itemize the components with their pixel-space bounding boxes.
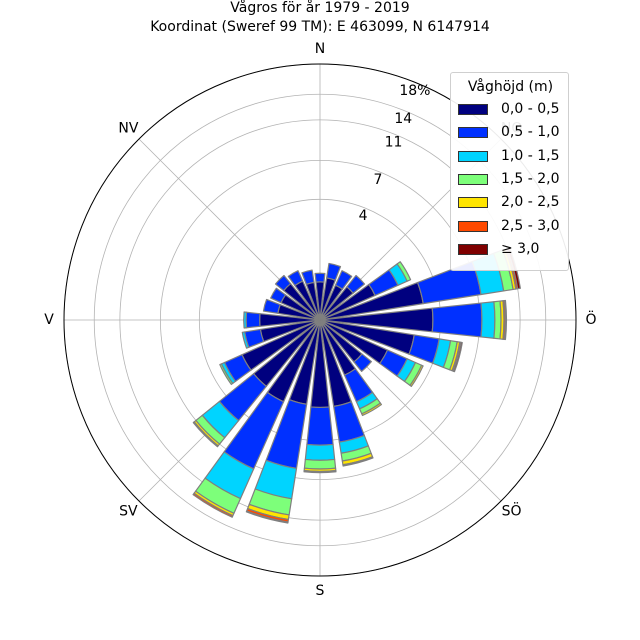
rose-bar-segment — [301, 269, 315, 285]
rose-bar-segment — [396, 261, 412, 282]
rose-bar-segment — [346, 274, 366, 294]
rose-bar-segment — [245, 510, 289, 524]
rose-bar-segment — [303, 458, 337, 470]
direction-label: SÖ — [502, 502, 522, 520]
rose-bar-segment — [314, 272, 326, 283]
rose-bar-segment — [431, 302, 483, 338]
rose-bars — [192, 246, 521, 524]
direction-label: NV — [118, 120, 138, 136]
grid-ring — [119, 119, 521, 521]
legend-swatch — [458, 127, 488, 139]
legend-label: 2,0 - 2,5 — [501, 194, 560, 211]
rose-bar-segment — [342, 456, 374, 467]
rose-bar-segment — [245, 311, 261, 329]
rose-bar-segment — [192, 421, 219, 448]
direction-label: Ö — [585, 310, 596, 328]
legend-label: ≥ 3,0 — [501, 240, 540, 257]
direction-label: SV — [119, 504, 138, 520]
rose-bar-segment — [303, 470, 337, 474]
legend-label: 0,5 - 1,0 — [501, 124, 560, 141]
rose-bar-segment — [361, 402, 383, 417]
direction-label: N — [315, 41, 325, 57]
legend-swatch — [458, 197, 488, 209]
rose-bar-segment — [262, 298, 281, 314]
rose-bar-segment — [192, 492, 234, 518]
outer-ring — [63, 63, 577, 577]
rose-bar-segment — [503, 299, 508, 341]
rose-bar-segment — [326, 262, 342, 281]
rose-bar-segment — [241, 331, 250, 349]
legend-label: 2,5 - 3,0 — [501, 217, 560, 234]
legend-label: 1,0 - 1,5 — [501, 147, 560, 164]
radial-tick-labels: 4 7 11 14 18% — [359, 83, 431, 224]
legend-swatch — [458, 104, 488, 115]
rose-bar-segment — [334, 270, 353, 290]
rose-bar-segment — [480, 301, 496, 339]
legend-title: Våghöjd (m) — [467, 79, 554, 95]
chart-subtitle: Koordinat (Sweref 99 TM): E 463099, N 61… — [150, 19, 490, 35]
radial-tick-label: 7 — [374, 172, 383, 188]
radial-tick-label: 4 — [359, 208, 368, 224]
legend-swatch — [458, 243, 488, 255]
radial-tick-label: 11 — [385, 135, 403, 151]
legend: Våghöjd (m) 0,0 - 0,5 0,5 - 1,0 1,0 - 1,5 1… — [450, 72, 569, 271]
rose-bar-segment — [287, 270, 304, 287]
rose-bar-segment — [409, 364, 424, 387]
direction-label: V — [44, 312, 54, 328]
rose-bar-segment — [270, 287, 287, 304]
radial-tick-label: 14 — [394, 111, 412, 127]
chart-title: Vågros för år 1979 - 2019 — [230, 0, 410, 16]
rose-bar-segment — [219, 363, 234, 386]
rose-bar-segment — [306, 406, 334, 446]
legend-label: 1,5 - 2,0 — [501, 170, 560, 187]
rose-bar-segment — [304, 443, 336, 461]
grid-ring — [93, 93, 547, 547]
rose-bar-segment — [274, 274, 292, 292]
rose-bar-segment — [452, 341, 463, 373]
direction-label: S — [316, 583, 325, 599]
rose-bar-segment — [353, 353, 372, 372]
rose-bar-segment — [243, 311, 248, 329]
legend-swatch — [458, 150, 488, 162]
radial-tick-label: 18% — [399, 83, 430, 99]
legend-swatch — [458, 220, 488, 232]
legend-swatch — [458, 173, 488, 185]
legend-label: 0,0 - 0,5 — [501, 101, 560, 117]
